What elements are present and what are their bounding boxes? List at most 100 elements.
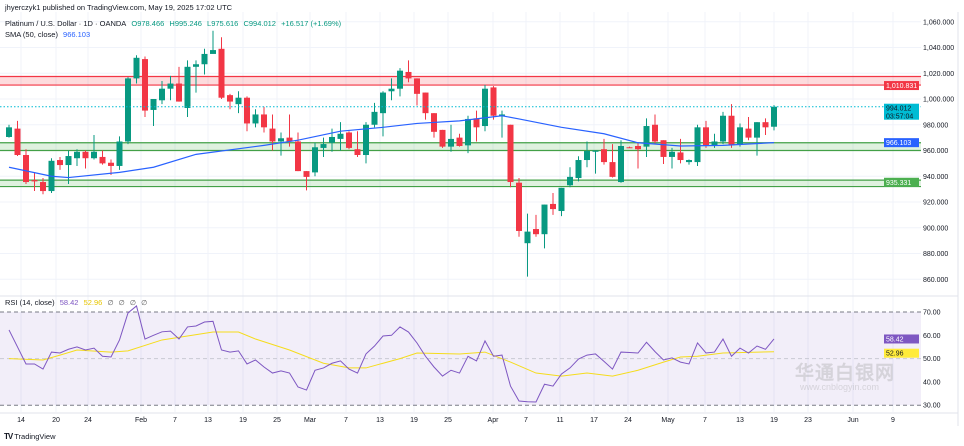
candle-down — [227, 95, 233, 102]
candle-down — [456, 137, 463, 146]
candle-down — [660, 140, 667, 157]
sma-label: SMA (50, close) — [5, 30, 58, 39]
date-tick-label: Apr — [488, 417, 500, 424]
candle-up — [320, 144, 327, 148]
candle-up — [159, 88, 165, 101]
candle-up — [167, 83, 174, 89]
date-tick-label: 25 — [273, 417, 281, 424]
symbol-title: Platinum / U.S. Dollar · 1D · OANDA — [5, 19, 127, 28]
price-tick-label: 920.000 — [923, 200, 948, 207]
candle-down — [728, 115, 735, 146]
candle-down — [473, 118, 480, 128]
candle-up — [371, 111, 378, 125]
candle-up — [74, 151, 80, 159]
candle-down — [677, 152, 684, 161]
candle-up — [337, 133, 344, 139]
candle-down — [82, 151, 89, 159]
legend-sma[interactable]: SMA (50, close) 966.103 — [5, 30, 93, 39]
watermark: 华通白银网 — [795, 363, 896, 384]
date-tick-label: 23 — [804, 417, 812, 424]
candle-up — [235, 97, 242, 105]
rsi-ma-value: 52.96 — [83, 298, 103, 307]
date-tick-label: 20 — [52, 417, 60, 424]
sma-line — [8, 115, 775, 179]
candle-down — [176, 83, 182, 102]
last-price-label: 03:57:04 — [886, 114, 913, 121]
publisher-line: jhyerczyk1 published on TradingView.com,… — [5, 3, 235, 12]
price-tick-label: 1,060.000 — [923, 19, 954, 26]
date-tick-label: 7 — [344, 417, 348, 424]
candle-up — [643, 126, 650, 147]
resistance-price-label: 1,010.831 — [886, 83, 917, 90]
rsi-line — [8, 305, 775, 403]
candle-up — [771, 106, 777, 127]
price-tick-label: 860.000 — [923, 277, 948, 284]
candle-up — [125, 78, 131, 142]
candle-down — [303, 171, 310, 177]
candle-down — [507, 124, 514, 183]
candle-up — [388, 88, 395, 92]
ohlc-open: O978.466 — [131, 19, 165, 28]
candle-down — [99, 156, 106, 164]
candle-up — [133, 57, 140, 79]
legend-symbol[interactable]: Platinum / U.S. Dollar · 1D · OANDA O978… — [5, 19, 344, 28]
resistance-zone — [0, 76, 921, 86]
candle-down — [550, 203, 556, 210]
rsi-background — [0, 312, 921, 406]
support-zone — [0, 180, 921, 187]
ohlc-high: H995.246 — [169, 19, 202, 28]
candle-down — [40, 182, 46, 192]
date-tick-label: 19 — [410, 417, 418, 424]
rsi-value: 58.42 — [59, 298, 79, 307]
candle-down — [57, 160, 63, 166]
overlays — [0, 106, 921, 179]
candle-down — [244, 97, 250, 124]
candle-up — [448, 138, 454, 147]
resistance-price-label-box — [884, 81, 919, 91]
date-tick-label: Feb — [135, 417, 147, 424]
candle-up — [329, 136, 335, 143]
watermark-url: www.cnblogyin.com — [800, 382, 880, 392]
candle-up — [465, 118, 471, 146]
candle-up — [193, 64, 199, 67]
hidden-value-icon: ∅ — [107, 300, 114, 307]
candle-down — [23, 155, 29, 183]
candle-up — [184, 66, 191, 109]
rsi-value-label-box — [884, 334, 919, 344]
sma-price-label-box — [884, 138, 919, 148]
rsi-label: RSI (14, close) — [5, 298, 55, 307]
rsi-tick-label: 50.00 — [923, 356, 941, 363]
candle-up — [91, 151, 97, 159]
candle-down — [439, 129, 446, 147]
candle-down — [626, 147, 633, 149]
date-tick-label: 14 — [17, 417, 25, 424]
candle-down — [142, 59, 148, 111]
date-tick-label: 13 — [736, 417, 744, 424]
date-tick-label: 13 — [204, 417, 212, 424]
date-tick-label: Jun — [847, 417, 858, 424]
rsi-pane — [0, 305, 921, 406]
candle-up — [201, 53, 208, 65]
candle-down — [31, 180, 38, 182]
date-tick-label: 19 — [239, 417, 247, 424]
candle-down — [609, 162, 616, 177]
legend-rsi[interactable]: RSI (14, close) 58.42 52.96 ∅ ∅ ∅ ∅ — [5, 298, 150, 307]
price-tick-label: 1,020.000 — [923, 71, 954, 78]
date-tick-label: 24 — [84, 417, 92, 424]
sma-value: 966.103 — [63, 30, 91, 39]
tradingview-logo-icon: TV — [4, 432, 13, 441]
candle-up — [618, 145, 624, 183]
price-tick-label: 980.000 — [923, 122, 948, 129]
candle-down — [261, 114, 267, 128]
candle-down — [422, 92, 429, 114]
last-price-label-box — [884, 103, 919, 120]
axes: 1,060.000 1,040.000 1,020.000 1,000.000 980.… — [0, 12, 959, 426]
date-tick-label: 25 — [444, 417, 452, 424]
candle-down — [295, 141, 301, 172]
publisher-text: jhyerczyk1 published on TradingView.com,… — [5, 3, 233, 12]
tradingview-logo[interactable]: TV TradingView — [4, 432, 56, 441]
candle-down — [490, 87, 497, 116]
date-tick-label: 24 — [624, 417, 632, 424]
candle-down — [745, 128, 752, 138]
